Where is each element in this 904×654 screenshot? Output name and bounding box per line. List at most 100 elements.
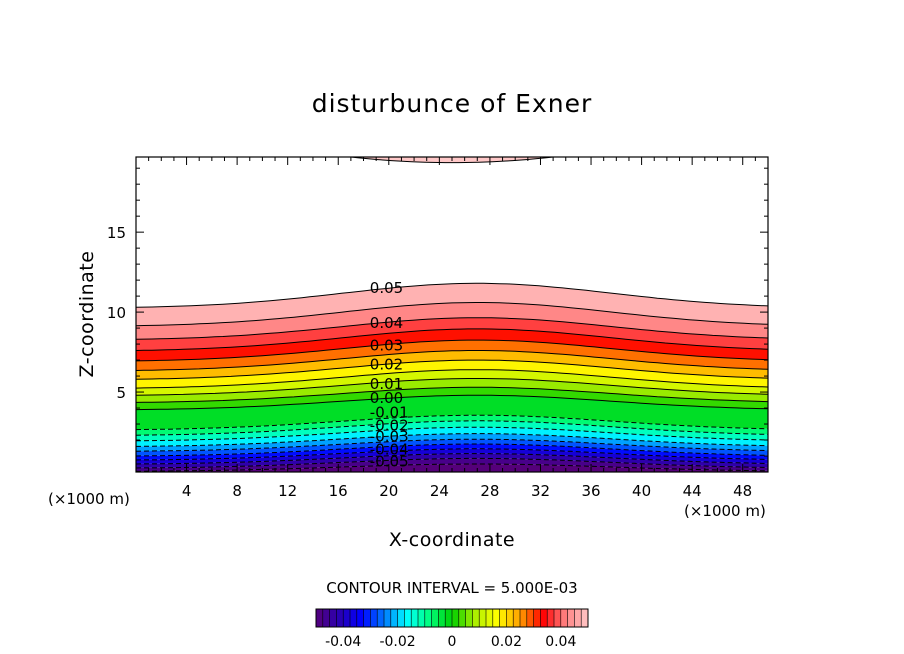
contour-line (136, 350, 768, 371)
colorbar-tick-labels: -0.04 -0.02 0 0.02 0.04 (325, 634, 576, 650)
colorbar-swatch (520, 609, 528, 627)
x-axis-label: X-coordinate (389, 529, 515, 551)
colorbar-swatch (377, 609, 385, 627)
contour-line (136, 359, 768, 380)
colorbar-swatch (533, 609, 541, 627)
contour-band (136, 420, 768, 441)
contour-label: 0.05 (370, 279, 403, 297)
contour-line (136, 378, 768, 396)
contour-line (136, 302, 768, 327)
contour-line (136, 394, 768, 411)
contour-labels: 0.050.040.030.020.010.00-0.01-0.02-0.03-… (370, 279, 409, 471)
colorbar-swatch (540, 609, 548, 627)
contour-band (136, 283, 768, 326)
x-tick-label: 40 (632, 482, 651, 500)
colorbar-swatch (370, 609, 378, 627)
colorbar-tick-label: 0.02 (491, 634, 522, 650)
colorbar-swatch (424, 609, 432, 627)
contour-label: -0.04 (370, 440, 409, 458)
contour-line (136, 463, 768, 472)
y-tick-label: 5 (116, 384, 126, 402)
contour-band (136, 448, 768, 464)
axis-ticks (136, 157, 768, 472)
colorbar-swatch (567, 609, 575, 627)
colorbar-swatch (350, 609, 358, 627)
contour-line (136, 369, 768, 389)
colorbar-swatch (411, 609, 419, 627)
contour-line (136, 414, 768, 431)
colorbar-swatch (336, 609, 344, 627)
x-tick-label: 44 (683, 482, 702, 500)
x-tick-label: 48 (733, 482, 752, 500)
colorbar-swatch (560, 609, 568, 627)
colorbar-swatch (479, 609, 487, 627)
x-tick-label: 28 (480, 482, 499, 500)
colorbar-frame (315, 608, 589, 628)
contour-label: -0.02 (370, 416, 409, 434)
contour-band (136, 433, 768, 452)
contour-label: -0.05 (370, 452, 409, 470)
colorbar-swatch (390, 609, 398, 627)
colorbar-swatch (397, 609, 405, 627)
y-tick-label: 10 (107, 304, 126, 322)
x-tick-label: 12 (278, 482, 297, 500)
contour-line (136, 426, 768, 442)
contour-line (136, 438, 768, 452)
contour-band (136, 427, 768, 447)
y-axis-label: Z-coordinate (76, 251, 98, 378)
colorbar-swatch (492, 609, 500, 627)
colorbar-tick-label: -0.04 (325, 634, 361, 650)
contour-line (136, 457, 768, 469)
contour-line (136, 433, 768, 447)
x-tick-label: 16 (329, 482, 348, 500)
contour-interval-text: CONTOUR INTERVAL = 5.000E-03 (326, 579, 577, 597)
colorbar-swatch (343, 609, 351, 627)
colorbar-swatch (547, 609, 555, 627)
contour-line (136, 282, 768, 308)
contour-label: 0.04 (370, 314, 403, 332)
y-axis-unit: (×1000 m) (48, 490, 130, 508)
colorbar-swatch (418, 609, 426, 627)
colorbar-swatch (316, 609, 324, 627)
colorbar-swatch (513, 609, 521, 627)
colorbar-swatch (472, 609, 480, 627)
colorbar-tick-label: -0.02 (379, 634, 415, 650)
contour-band (136, 439, 768, 456)
x-tick-label: 36 (581, 482, 600, 500)
colorbar-swatch (499, 609, 507, 627)
colorbar-swatch (322, 609, 330, 627)
contour-label: 0.03 (370, 337, 403, 355)
x-tick-labels: 4 8 12 16 20 24 28 32 36 40 44 48 (182, 482, 752, 500)
contour-line (136, 339, 768, 362)
colorbar-swatch (506, 609, 514, 627)
colorbar-swatch (438, 609, 446, 627)
contour-line (136, 453, 768, 465)
colorbar-swatch (404, 609, 412, 627)
colorbar (315, 609, 589, 627)
x-tick-label: 32 (531, 482, 550, 500)
contour-line (136, 443, 768, 457)
colorbar-swatch (329, 609, 337, 627)
x-axis-unit: (×1000 m) (684, 502, 766, 520)
x-tick-label: 8 (232, 482, 242, 500)
contour-line (136, 317, 768, 340)
contour-label: 0.00 (370, 389, 403, 407)
y-tick-labels: 5 10 15 (107, 224, 126, 402)
colorbar-swatch (526, 609, 534, 627)
x-tick-label: 4 (182, 482, 192, 500)
contour-label: -0.01 (370, 404, 409, 422)
top-cap-line (350, 157, 554, 164)
colorbar-swatch (431, 609, 439, 627)
contour-band (136, 415, 768, 436)
contour-line (136, 420, 768, 436)
colorbar-swatch (458, 609, 466, 627)
colorbar-swatch (452, 609, 460, 627)
contour-line (136, 386, 768, 403)
colorbar-swatch (363, 609, 371, 627)
contour-label: -0.03 (370, 428, 409, 446)
colorbar-swatch (465, 609, 473, 627)
colorbar-swatch (554, 609, 562, 627)
x-tick-label: 24 (430, 482, 449, 500)
chart-title: disturbunce of Exner (312, 89, 593, 118)
